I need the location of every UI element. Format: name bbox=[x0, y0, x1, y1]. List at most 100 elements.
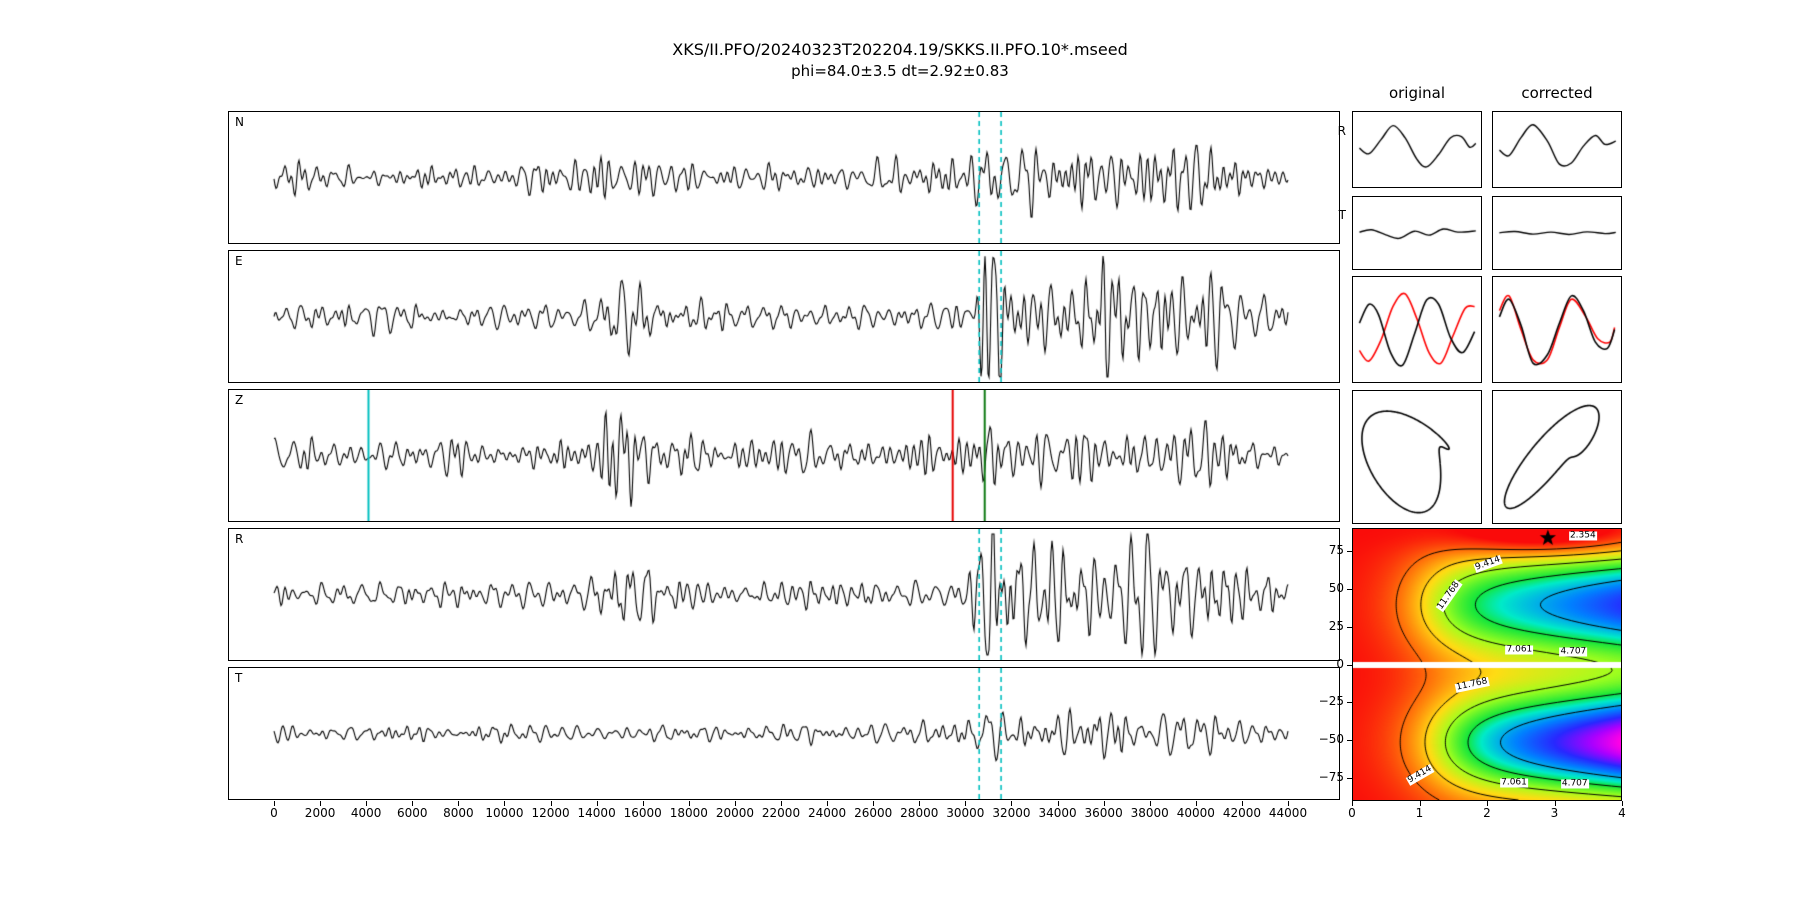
x-tick-label: 24000 bbox=[807, 806, 847, 820]
column-header-original: original bbox=[1388, 84, 1446, 102]
x-tick-mark bbox=[1288, 801, 1289, 806]
small-panel-r-original bbox=[1352, 111, 1482, 188]
x-tick-label: 28000 bbox=[900, 806, 939, 820]
x-tick-mark bbox=[550, 801, 552, 806]
x-tick-label: 36000 bbox=[1084, 806, 1123, 820]
error-x-tick-mark bbox=[1352, 801, 1353, 806]
error-x-tick-label: 4 bbox=[1618, 806, 1626, 820]
waveform-panel-e: E bbox=[228, 250, 1340, 383]
column-header-corrected: corrected bbox=[1521, 84, 1593, 102]
x-tick-label: 0 bbox=[270, 806, 278, 820]
x-tick-label: 42000 bbox=[1222, 806, 1261, 820]
x-tick-mark bbox=[458, 801, 460, 806]
error-y-tick-label: 25 bbox=[1328, 618, 1344, 633]
overlay-corrected-canvas bbox=[1493, 277, 1621, 382]
error-x-tick-mark bbox=[1622, 801, 1623, 806]
x-tick-mark bbox=[919, 801, 921, 806]
waveform-panel-z: Z bbox=[228, 389, 1340, 522]
figure-title: XKS/II.PFO/20240323T202204.19/SKKS.II.PF… bbox=[672, 40, 1128, 59]
x-tick-mark bbox=[965, 801, 967, 806]
x-tick-label: 44000 bbox=[1268, 806, 1308, 820]
x-tick-label: 18000 bbox=[669, 806, 708, 820]
x-tick-label: 2000 bbox=[304, 806, 336, 820]
figure-subtitle: phi=84.0±3.5 dt=2.92±0.83 bbox=[791, 62, 1009, 80]
error-x-tick-mark bbox=[1487, 801, 1488, 806]
x-tick-mark bbox=[642, 801, 644, 806]
particle-motion-original-canvas bbox=[1353, 391, 1481, 523]
waveform-panel-t: T bbox=[228, 667, 1340, 800]
error-y-tick-label: −75 bbox=[1318, 770, 1344, 785]
particle-motion-panel-corrected bbox=[1492, 390, 1622, 524]
x-tick-label: 38000 bbox=[1130, 806, 1169, 820]
waveform-canvas-t bbox=[229, 668, 1339, 799]
overlay-panel-original bbox=[1352, 276, 1482, 383]
panel-label-n: N bbox=[235, 115, 244, 129]
error-x-tick-label: 0 bbox=[1348, 806, 1356, 820]
error-y-tick-mark bbox=[1347, 664, 1352, 666]
x-tick-label: 4000 bbox=[350, 806, 382, 820]
r-original-canvas bbox=[1353, 112, 1481, 187]
error-y-tick-mark bbox=[1347, 778, 1352, 780]
x-tick-label: 20000 bbox=[715, 806, 754, 820]
x-tick-label: 8000 bbox=[443, 806, 474, 820]
x-tick-mark bbox=[274, 801, 275, 806]
t-original-canvas bbox=[1353, 197, 1481, 269]
panel-label-e: E bbox=[235, 254, 243, 268]
x-tick-mark bbox=[1057, 801, 1059, 806]
t-corrected-canvas bbox=[1493, 197, 1621, 269]
error-surface-panel bbox=[1352, 528, 1622, 801]
particle-motion-panel-original bbox=[1352, 390, 1482, 524]
x-tick-label: 34000 bbox=[1038, 806, 1077, 820]
error-x-tick-label: 1 bbox=[1415, 806, 1424, 820]
x-tick-label: 32000 bbox=[992, 806, 1031, 820]
error-y-tick-mark bbox=[1347, 702, 1352, 704]
x-tick-mark bbox=[1103, 801, 1105, 806]
waveform-canvas-z bbox=[229, 390, 1339, 521]
error-x-tick-mark bbox=[1419, 801, 1421, 806]
overlay-panel-corrected bbox=[1492, 276, 1622, 383]
x-tick-mark bbox=[1149, 801, 1151, 806]
waveform-canvas-e bbox=[229, 251, 1339, 382]
error-y-tick-label: 0 bbox=[1336, 656, 1344, 671]
row-label-t: T bbox=[1338, 208, 1346, 222]
panel-label-r: R bbox=[235, 532, 244, 546]
x-tick-mark bbox=[688, 801, 690, 806]
x-tick-mark bbox=[734, 801, 736, 806]
x-tick-mark bbox=[412, 801, 414, 806]
x-tick-mark bbox=[1195, 801, 1197, 806]
error-y-tick-mark bbox=[1347, 588, 1352, 590]
error-x-tick-label: 3 bbox=[1550, 806, 1559, 820]
error-y-tick-mark bbox=[1347, 740, 1352, 742]
x-tick-mark bbox=[1011, 801, 1013, 806]
error-x-tick-mark bbox=[1554, 801, 1556, 806]
x-tick-label: 16000 bbox=[623, 806, 662, 820]
error-y-tick-mark bbox=[1347, 550, 1352, 552]
x-tick-label: 6000 bbox=[396, 806, 428, 820]
x-tick-mark bbox=[827, 801, 829, 806]
error-y-tick-label: 75 bbox=[1328, 542, 1344, 557]
x-tick-label: 26000 bbox=[854, 806, 893, 820]
x-tick-label: 10000 bbox=[485, 806, 524, 820]
x-tick-mark bbox=[596, 801, 598, 806]
x-tick-mark bbox=[366, 801, 368, 806]
r-corrected-canvas bbox=[1493, 112, 1621, 187]
x-tick-mark bbox=[504, 801, 506, 806]
waveform-panel-n: N bbox=[228, 111, 1340, 244]
error-y-tick-mark bbox=[1347, 626, 1352, 628]
small-panel-r-corrected bbox=[1492, 111, 1622, 188]
error-y-tick-label: 50 bbox=[1328, 580, 1344, 595]
error-y-tick-label: −25 bbox=[1318, 694, 1344, 709]
waveform-canvas-r bbox=[229, 529, 1339, 660]
panel-label-z: Z bbox=[235, 393, 244, 407]
x-tick-label: 22000 bbox=[761, 806, 801, 820]
x-tick-mark bbox=[320, 801, 322, 806]
overlay-original-canvas bbox=[1353, 277, 1481, 382]
small-panel-t-original bbox=[1352, 196, 1482, 270]
waveform-canvas-n bbox=[229, 112, 1339, 243]
x-tick-label: 30000 bbox=[946, 806, 985, 820]
error-surface-canvas bbox=[1353, 529, 1621, 800]
particle-motion-corrected-canvas bbox=[1493, 391, 1621, 523]
error-x-tick-label: 2 bbox=[1483, 806, 1491, 820]
row-label-r: R bbox=[1337, 124, 1346, 138]
